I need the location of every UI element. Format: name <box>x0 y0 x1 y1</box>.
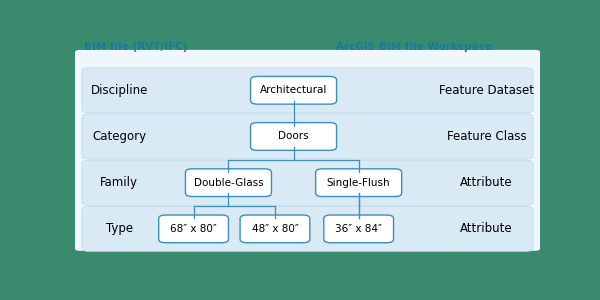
Text: Discipline: Discipline <box>91 84 148 97</box>
Text: Feature Dataset: Feature Dataset <box>439 84 534 97</box>
FancyBboxPatch shape <box>158 215 229 243</box>
Text: 68″ x 80″: 68″ x 80″ <box>170 224 217 234</box>
Text: Attribute: Attribute <box>460 222 513 236</box>
FancyBboxPatch shape <box>240 215 310 243</box>
Text: ArcGIS BIM file Workspace: ArcGIS BIM file Workspace <box>337 42 493 52</box>
FancyBboxPatch shape <box>82 160 533 205</box>
Text: Type: Type <box>106 222 133 236</box>
FancyBboxPatch shape <box>82 68 533 113</box>
FancyBboxPatch shape <box>251 76 337 104</box>
FancyBboxPatch shape <box>75 50 540 251</box>
FancyBboxPatch shape <box>316 169 401 196</box>
Text: Architectural: Architectural <box>260 85 327 95</box>
Text: BIM file (RVT/IFC): BIM file (RVT/IFC) <box>83 42 187 52</box>
FancyBboxPatch shape <box>82 114 533 159</box>
Text: 36″ x 84″: 36″ x 84″ <box>335 224 382 234</box>
Text: Family: Family <box>100 176 138 189</box>
FancyBboxPatch shape <box>324 215 394 243</box>
FancyBboxPatch shape <box>251 123 337 150</box>
Text: Single-Flush: Single-Flush <box>327 178 391 188</box>
Text: Category: Category <box>92 130 146 143</box>
FancyBboxPatch shape <box>185 169 271 196</box>
FancyBboxPatch shape <box>82 206 533 251</box>
Text: 48″ x 80″: 48″ x 80″ <box>251 224 298 234</box>
Text: Feature Class: Feature Class <box>447 130 526 143</box>
Text: Attribute: Attribute <box>460 176 513 189</box>
Text: Doors: Doors <box>278 131 309 142</box>
Text: Double-Glass: Double-Glass <box>194 178 263 188</box>
